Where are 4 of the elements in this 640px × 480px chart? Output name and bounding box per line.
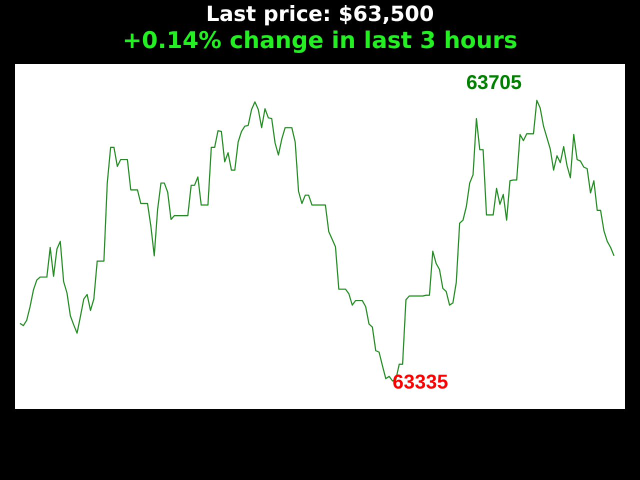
data-label: 63705	[466, 72, 522, 94]
chart-title: Last price: $63,500	[204, 1, 436, 28]
data-label: 63335	[392, 371, 448, 394]
chart-subtitle: +0.14% change in last 3 hours	[122, 27, 518, 56]
